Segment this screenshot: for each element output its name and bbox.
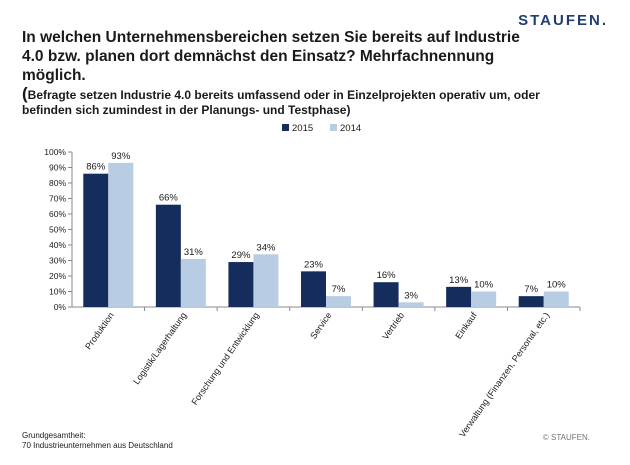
bar-2014-5 xyxy=(471,291,497,307)
category-label: Forschung und Entwicklung xyxy=(189,310,261,406)
data-label-2014: 7% xyxy=(332,284,346,295)
category-label: Logistik/Lagerhaltung xyxy=(131,310,188,386)
data-label-2014: 3% xyxy=(404,290,418,301)
legend-label-2014: 2014 xyxy=(340,123,361,134)
bar-2015-4 xyxy=(373,282,399,307)
y-tick-label: 30% xyxy=(49,256,66,266)
y-tick-label: 80% xyxy=(49,178,66,188)
chart-title: In welchen Unternehmensbereichen setzen … xyxy=(22,29,520,84)
y-tick-label: 40% xyxy=(49,240,66,250)
data-label-2015: 86% xyxy=(86,162,106,173)
staufen-logo: STAUFEN. xyxy=(518,12,608,29)
bar-2014-2 xyxy=(253,254,279,307)
data-label-2015: 29% xyxy=(231,250,251,261)
sample-note-line1: Grundgesamtheit: xyxy=(22,431,86,440)
data-label-2015: 7% xyxy=(524,284,538,295)
y-tick-label: 50% xyxy=(49,225,66,235)
bar-2015-0 xyxy=(83,173,109,307)
data-label-2014: 34% xyxy=(256,242,276,253)
bar-2014-0 xyxy=(108,162,134,307)
bar-2015-1 xyxy=(155,204,181,307)
data-label-2014: 31% xyxy=(184,247,204,258)
legend-swatch-2014 xyxy=(330,124,337,131)
sample-note-line2: 70 Industrieunternehmen aus Deutschland xyxy=(22,441,173,450)
legend-swatch-2015 xyxy=(282,124,289,131)
data-label-2014: 93% xyxy=(111,151,131,162)
copyright-text: © STAUFEN. xyxy=(542,433,590,442)
data-label-2015: 16% xyxy=(377,270,397,281)
y-tick-label: 70% xyxy=(49,194,66,204)
subtitle-paren: ( xyxy=(22,84,28,103)
bar-2015-5 xyxy=(446,286,472,307)
y-tick-label: 60% xyxy=(49,209,66,219)
y-tick-label: 0% xyxy=(54,302,67,312)
category-label: Einkauf xyxy=(453,310,479,341)
data-label-2014: 10% xyxy=(474,280,494,291)
data-label-2015: 13% xyxy=(449,275,469,286)
y-tick-label: 90% xyxy=(49,163,66,173)
category-label: Verwaltung (Finanzen, Personal, etc.) xyxy=(457,310,551,439)
subtitle-text: Befragte setzen Industrie 4.0 bereits um… xyxy=(22,88,540,117)
bar-2014-6 xyxy=(543,291,569,307)
bar-2014-3 xyxy=(326,296,351,307)
y-tick-label: 100% xyxy=(44,147,66,157)
category-label: Vertrieb xyxy=(380,310,406,341)
data-label-2015: 66% xyxy=(159,193,179,204)
category-label: Produktion xyxy=(83,310,116,351)
bar-2015-6 xyxy=(518,296,544,307)
bar-2015-2 xyxy=(228,262,254,307)
bar-2015-3 xyxy=(301,271,326,307)
y-tick-label: 10% xyxy=(49,287,66,297)
chart-subtitle: (Befragte setzen Industrie 4.0 bereits u… xyxy=(22,84,582,118)
sample-note: Grundgesamtheit: 70 Industrieunternehmen… xyxy=(22,431,173,451)
data-label-2015: 23% xyxy=(304,259,324,270)
data-label-2014: 10% xyxy=(547,280,567,291)
bar-2014-1 xyxy=(180,258,206,307)
legend-label-2015: 2015 xyxy=(292,123,313,134)
bar-2014-4 xyxy=(398,302,424,307)
category-label: Service xyxy=(308,310,333,340)
y-tick-label: 20% xyxy=(49,271,66,281)
